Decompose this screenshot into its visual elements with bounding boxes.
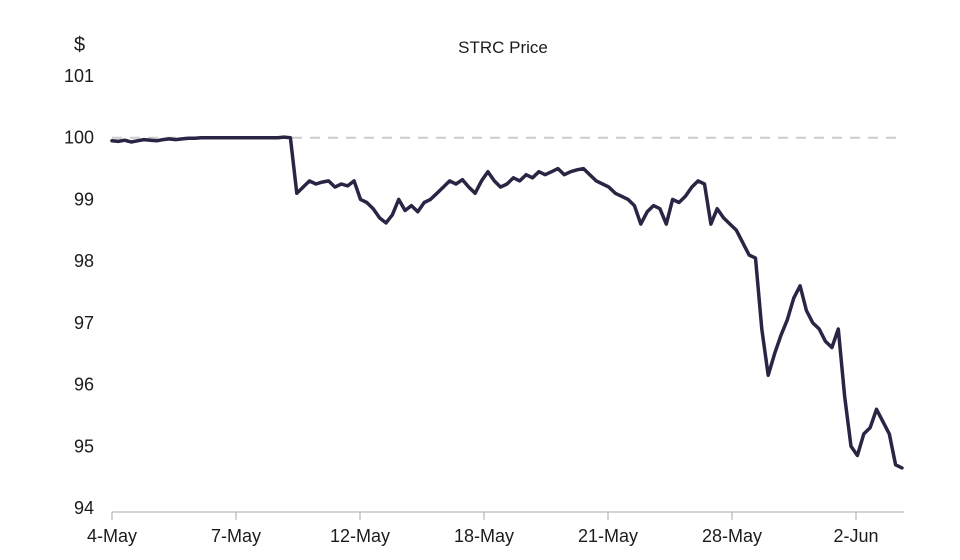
y-tick-label: 94 bbox=[74, 498, 94, 518]
x-tick-label: 21-May bbox=[578, 526, 638, 546]
price-series-line bbox=[110, 135, 904, 470]
x-tick-label: 12-May bbox=[330, 526, 390, 546]
y-axis-unit-label: $ bbox=[74, 34, 85, 56]
chart-title: STRC Price bbox=[458, 38, 548, 57]
y-tick-label: 97 bbox=[74, 313, 94, 333]
x-axis-ticks: 4-May 7-May 12-May 18-May 21-May 28-May 2-Jun bbox=[87, 512, 879, 546]
y-tick-label: 100 bbox=[64, 128, 94, 148]
x-tick-label: 2-Jun bbox=[833, 526, 878, 546]
y-tick-label: 96 bbox=[74, 375, 94, 395]
x-tick-label: 4-May bbox=[87, 526, 137, 546]
y-tick-label: 98 bbox=[74, 251, 94, 271]
x-tick-label: 7-May bbox=[211, 526, 261, 546]
x-tick-label: 18-May bbox=[454, 526, 514, 546]
y-tick-label: 101 bbox=[64, 66, 94, 86]
y-tick-label: 95 bbox=[74, 436, 94, 456]
x-tick-label: 28-May bbox=[702, 526, 762, 546]
y-axis-tick-labels: 94 95 96 97 98 99 100 101 bbox=[64, 66, 94, 518]
y-tick-label: 99 bbox=[74, 189, 94, 209]
